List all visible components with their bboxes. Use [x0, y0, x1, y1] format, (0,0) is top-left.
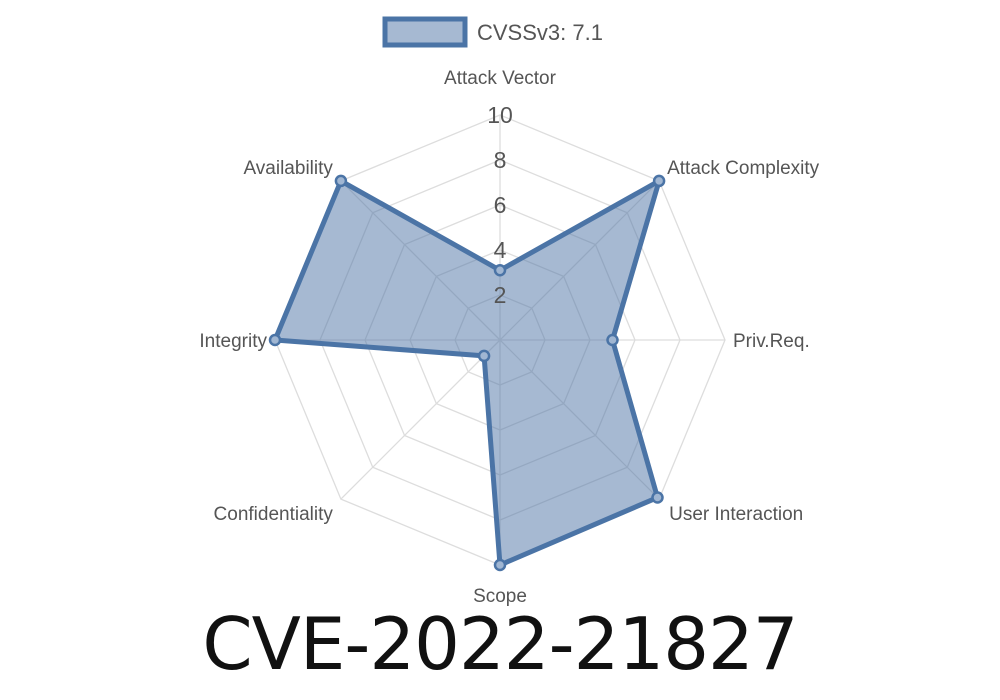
data-point[interactable] [651, 491, 664, 504]
data-point[interactable] [334, 174, 348, 188]
tick-label: 8 [494, 147, 507, 173]
tick-label: 4 [494, 237, 507, 263]
grid-spoke [340, 339, 501, 500]
legend-label: CVSSv3: 7.1 [477, 20, 603, 45]
axis-label: Availability [243, 158, 333, 179]
series-layer [268, 174, 666, 572]
axis-label: Scope [473, 586, 527, 607]
legend-swatch [382, 16, 468, 48]
data-point[interactable] [652, 174, 666, 188]
tick-labels: 2 4 6 8 10 [487, 102, 513, 308]
data-point[interactable] [493, 264, 507, 277]
axis-label: Priv.Req. [733, 331, 810, 352]
axis-label: User Interaction [669, 504, 803, 525]
tick-label: 6 [494, 192, 507, 218]
axis-label: Attack Complexity [667, 158, 820, 179]
page-title: CVE-2022-21827 [202, 602, 798, 686]
axis-labels: Attack Vector Attack Complexity Priv.Req. U… [199, 68, 819, 607]
data-point[interactable] [493, 558, 507, 572]
tick-label: 10 [487, 102, 513, 128]
axis-label: Attack Vector [444, 68, 557, 89]
data-point[interactable] [268, 333, 282, 347]
data-point[interactable] [606, 333, 619, 347]
tick-label: 2 [494, 282, 507, 308]
data-point[interactable] [477, 349, 491, 363]
axis-label: Integrity [199, 331, 267, 352]
axis-label: Confidentiality [214, 504, 334, 525]
legend[interactable]: CVSSv3: 7.1 [382, 16, 603, 48]
